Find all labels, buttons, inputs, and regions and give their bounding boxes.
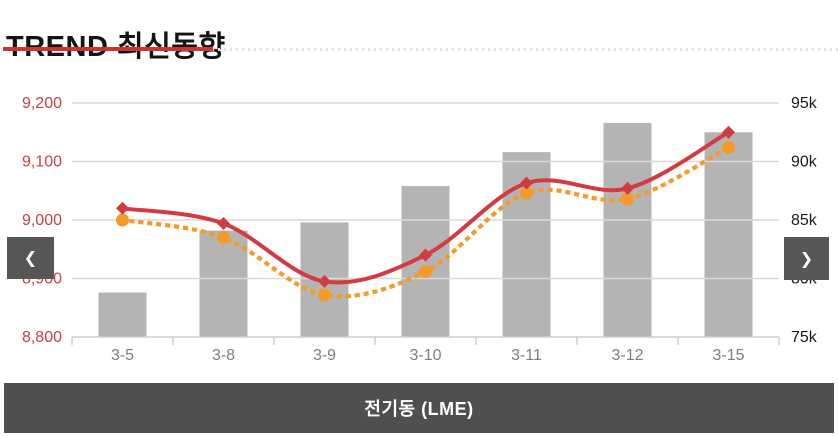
x-axis-label: 3-10	[409, 347, 441, 364]
bar	[300, 222, 349, 337]
x-axis-label: 3-11	[511, 347, 542, 364]
commodity-label: 전기동 (LME)	[364, 399, 474, 419]
header-divider-accent	[3, 47, 213, 51]
diamond-marker	[217, 217, 230, 231]
circle-marker	[621, 192, 634, 206]
bar	[603, 122, 652, 337]
diamond-marker	[722, 125, 735, 139]
x-axis-label: 3-12	[611, 347, 643, 364]
diamond-marker	[520, 176, 533, 190]
diamond-marker	[116, 201, 129, 215]
left-axis-label: 9,100	[22, 154, 62, 171]
left-axis-label: 8,800	[22, 329, 62, 346]
dotted-line-series	[120, 144, 732, 299]
circle-marker	[722, 140, 735, 154]
bar	[502, 152, 551, 337]
right-axis-label: 95k	[791, 95, 818, 112]
bar	[199, 230, 248, 337]
diamond-marker	[621, 181, 634, 195]
circle-marker	[318, 288, 331, 302]
circle-marker	[419, 264, 432, 278]
right-axis-label: 85k	[791, 212, 818, 229]
right-axis-label: 90k	[791, 154, 818, 171]
circle-marker	[217, 231, 230, 245]
diamond-marker	[419, 248, 432, 262]
header-divider-dotted	[212, 48, 838, 51]
circle-marker	[116, 213, 129, 227]
bar	[98, 292, 147, 337]
x-axis-label: 3-8	[212, 347, 235, 364]
chevron-left-icon: ❮	[23, 250, 38, 267]
diamond-marker	[318, 274, 331, 288]
bar	[401, 186, 450, 337]
circle-marker	[520, 186, 533, 200]
bar	[704, 132, 753, 337]
left-axis-label: 9,200	[22, 95, 62, 112]
chevron-right-icon: ❯	[799, 250, 814, 268]
solid-line-series	[120, 130, 731, 285]
page-title: TREND 최신동향	[6, 31, 226, 64]
right-axis-label: 75k	[791, 329, 818, 346]
left-axis-label: 9,000	[22, 212, 62, 229]
next-slide-button[interactable]: ❯	[784, 237, 829, 280]
x-axis-label: 3-5	[111, 347, 134, 364]
x-axis-label: 3-15	[712, 347, 744, 364]
prev-slide-button[interactable]: ❮	[7, 237, 54, 279]
x-axis-label: 3-9	[313, 347, 336, 364]
chart-caption-bar[interactable]: 전기동 (LME)	[4, 383, 834, 433]
